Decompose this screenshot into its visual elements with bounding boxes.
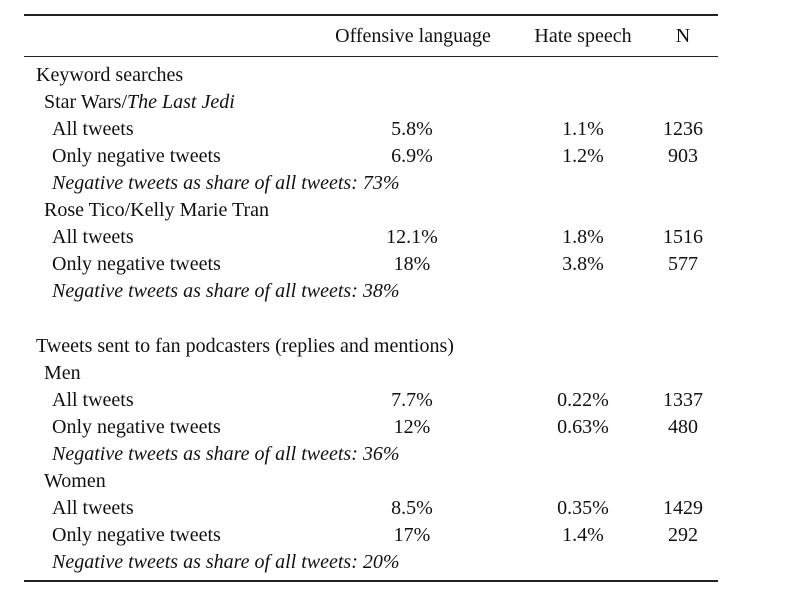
offensive-value: 12% <box>393 416 431 438</box>
section-title-fan-podcasters: Tweets sent to fan podcasters (replies a… <box>36 335 454 357</box>
offensive-value: 5.8% <box>391 118 433 140</box>
n-value: 1337 <box>663 389 703 411</box>
row-label: Only negative tweets <box>52 524 221 546</box>
header-n: N <box>675 25 691 47</box>
offensive-value: 7.7% <box>391 389 433 411</box>
n-value: 577 <box>668 253 698 275</box>
table-header-rule <box>24 56 718 57</box>
offensive-value: 12.1% <box>386 226 438 248</box>
hate-value: 3.8% <box>562 253 604 275</box>
n-value: 1236 <box>663 118 703 140</box>
group-title-rose-tico: Rose Tico/Kelly Marie Tran <box>44 199 270 221</box>
row-label: All tweets <box>52 226 134 248</box>
group-title-men: Men <box>44 362 81 384</box>
row-label: Only negative tweets <box>52 416 221 438</box>
hate-value: 1.2% <box>562 145 604 167</box>
offensive-value: 17% <box>393 524 431 546</box>
offensive-value: 6.9% <box>391 145 433 167</box>
n-value: 480 <box>668 416 698 438</box>
hate-value: 0.22% <box>557 389 609 411</box>
row-label: All tweets <box>52 497 134 519</box>
table-bottom-rule <box>24 580 718 582</box>
section-title-keyword-searches: Keyword searches <box>36 64 184 86</box>
row-label: Only negative tweets <box>52 253 221 275</box>
n-value: 903 <box>668 145 698 167</box>
hate-value: 0.35% <box>557 497 609 519</box>
group-name: Star Wars/ <box>44 91 128 113</box>
offensive-value: 18% <box>393 253 431 275</box>
n-value: 1516 <box>663 226 703 248</box>
group-note: Negative tweets as share of all tweets: … <box>52 551 400 573</box>
group-title-women: Women <box>44 470 106 492</box>
row-label: Only negative tweets <box>52 145 221 167</box>
table-top-rule <box>24 14 718 16</box>
n-value: 1429 <box>663 497 703 519</box>
hate-value: 1.1% <box>562 118 604 140</box>
group-title-star-wars: Star Wars/The Last Jedi <box>44 92 235 112</box>
n-value: 292 <box>668 524 698 546</box>
group-name-italic: The Last Jedi <box>127 91 235 113</box>
hate-value: 1.4% <box>562 524 604 546</box>
group-note: Negative tweets as share of all tweets: … <box>52 443 400 465</box>
hate-value: 0.63% <box>557 416 609 438</box>
group-note: Negative tweets as share of all tweets: … <box>52 280 400 302</box>
group-note: Negative tweets as share of all tweets: … <box>52 172 400 194</box>
row-label: All tweets <box>52 389 134 411</box>
row-label: All tweets <box>52 118 134 140</box>
offensive-value: 8.5% <box>391 497 433 519</box>
header-hate-speech: Hate speech <box>534 25 632 47</box>
header-offensive-language: Offensive language <box>335 25 491 47</box>
hate-value: 1.8% <box>562 226 604 248</box>
